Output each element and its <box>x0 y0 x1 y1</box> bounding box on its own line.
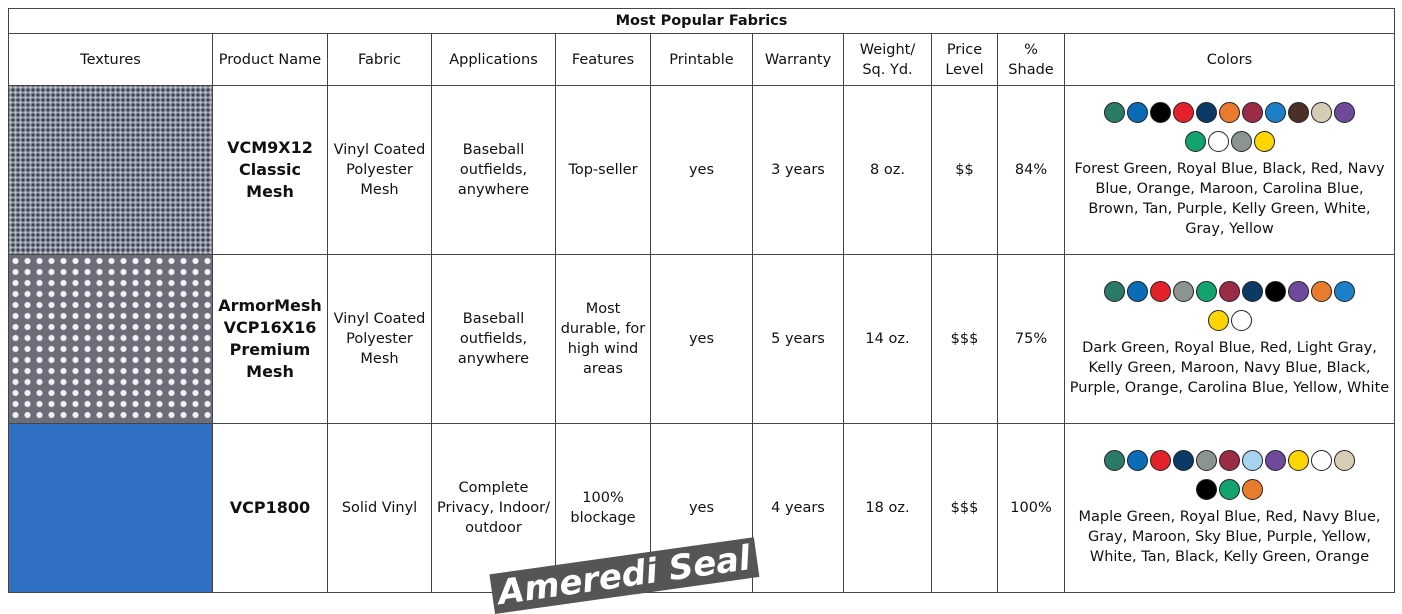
column-header: Fabric <box>328 34 432 86</box>
color-swatch <box>1208 310 1229 331</box>
color-swatch <box>1104 102 1125 123</box>
column-header: Warranty <box>753 34 844 86</box>
column-header: Product Name <box>213 34 328 86</box>
cell: yes <box>651 86 753 255</box>
cell: Solid Vinyl <box>328 424 432 593</box>
cell: 3 years <box>753 86 844 255</box>
product-name: VCP1800 <box>213 424 328 593</box>
color-swatch <box>1231 131 1252 152</box>
cell: 75% <box>998 255 1065 424</box>
cell: Vinyl Coated Polyester Mesh <box>328 255 432 424</box>
colors-cell: Maple Green, Royal Blue, Red, Navy Blue,… <box>1065 424 1395 593</box>
colors-text: Maple Green, Royal Blue, Red, Navy Blue,… <box>1069 507 1390 567</box>
column-header: Colors <box>1065 34 1395 86</box>
column-header: Price Level <box>932 34 998 86</box>
colors-cell: Forest Green, Royal Blue, Black, Red, Na… <box>1065 86 1395 255</box>
color-swatch <box>1219 450 1240 471</box>
color-swatch <box>1311 281 1332 302</box>
column-header: Textures <box>9 34 213 86</box>
column-header: % Shade <box>998 34 1065 86</box>
color-swatch <box>1334 102 1355 123</box>
color-swatch <box>1265 450 1286 471</box>
color-swatch <box>1219 102 1240 123</box>
cell: 4 years <box>753 424 844 593</box>
color-swatch <box>1104 450 1125 471</box>
color-swatch <box>1242 479 1263 500</box>
color-swatch <box>1127 102 1148 123</box>
swatch-row <box>1069 101 1390 159</box>
color-swatch <box>1254 131 1275 152</box>
column-header: Applications <box>432 34 556 86</box>
color-swatch <box>1265 102 1286 123</box>
color-swatch <box>1242 450 1263 471</box>
color-swatch <box>1311 102 1332 123</box>
color-swatch <box>1208 131 1229 152</box>
texture-swatch <box>9 424 213 593</box>
color-swatch <box>1150 102 1171 123</box>
swatch-row <box>1069 280 1390 338</box>
column-header: Features <box>556 34 651 86</box>
color-swatch <box>1127 281 1148 302</box>
color-swatch <box>1265 281 1286 302</box>
color-swatch <box>1173 102 1194 123</box>
cell: $$$ <box>932 255 998 424</box>
cell: Vinyl Coated Polyester Mesh <box>328 86 432 255</box>
cell: 84% <box>998 86 1065 255</box>
product-name: VCM9X12 Classic Mesh <box>213 86 328 255</box>
color-swatch <box>1311 450 1332 471</box>
cell: Baseball outfields, anywhere <box>432 255 556 424</box>
cell: yes <box>651 255 753 424</box>
color-swatch <box>1196 479 1217 500</box>
cell: 100% <box>998 424 1065 593</box>
cell: $$$ <box>932 424 998 593</box>
color-swatch <box>1173 450 1194 471</box>
color-swatch <box>1334 281 1355 302</box>
color-swatch <box>1219 281 1240 302</box>
colors-text: Dark Green, Royal Blue, Red, Light Gray,… <box>1069 338 1390 398</box>
color-swatch <box>1242 102 1263 123</box>
table-title: Most Popular Fabrics <box>9 9 1395 34</box>
color-swatch <box>1127 450 1148 471</box>
color-swatch <box>1288 450 1309 471</box>
colors-cell: Dark Green, Royal Blue, Red, Light Gray,… <box>1065 255 1395 424</box>
color-swatch <box>1242 281 1263 302</box>
texture-swatch <box>9 86 213 255</box>
cell: 8 oz. <box>844 86 932 255</box>
color-swatch <box>1231 310 1252 331</box>
color-swatch <box>1150 450 1171 471</box>
color-swatch <box>1288 281 1309 302</box>
color-swatch <box>1196 450 1217 471</box>
colors-text: Forest Green, Royal Blue, Black, Red, Na… <box>1069 159 1390 239</box>
cell: 5 years <box>753 255 844 424</box>
swatch-row <box>1069 449 1390 507</box>
cell: Most durable, for high wind areas <box>556 255 651 424</box>
product-name: ArmorMesh VCP16X16 Premium Mesh <box>213 255 328 424</box>
cell: Top-seller <box>556 86 651 255</box>
column-header: Weight/ Sq. Yd. <box>844 34 932 86</box>
cell: $$ <box>932 86 998 255</box>
color-swatch <box>1150 281 1171 302</box>
color-swatch <box>1219 479 1240 500</box>
color-swatch <box>1288 102 1309 123</box>
color-swatch <box>1196 281 1217 302</box>
color-swatch <box>1173 281 1194 302</box>
color-swatch <box>1196 102 1217 123</box>
cell: 18 oz. <box>844 424 932 593</box>
texture-swatch <box>9 255 213 424</box>
color-swatch <box>1104 281 1125 302</box>
color-swatch <box>1334 450 1355 471</box>
cell: Baseball outfields, anywhere <box>432 86 556 255</box>
color-swatch <box>1185 131 1206 152</box>
cell: 14 oz. <box>844 255 932 424</box>
column-header: Printable <box>651 34 753 86</box>
